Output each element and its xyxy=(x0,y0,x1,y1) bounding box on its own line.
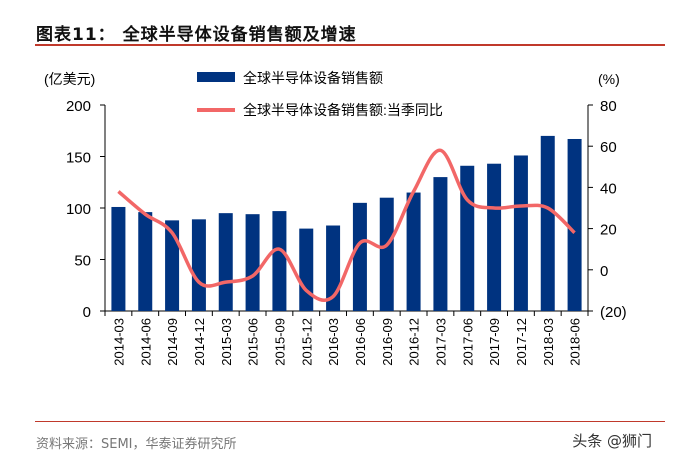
right-tick-label: 40 xyxy=(600,180,617,197)
right-tick-label: 0 xyxy=(600,263,608,280)
x-tick-label: 2017-09 xyxy=(487,318,502,366)
right-tick-label: 60 xyxy=(600,139,617,156)
bar xyxy=(111,206,126,311)
x-tick-label: 2017-12 xyxy=(514,318,529,366)
bar xyxy=(245,214,260,311)
bar xyxy=(191,219,206,311)
right-tick-label: (20) xyxy=(600,304,627,321)
bar xyxy=(460,165,475,311)
x-tick-label: 2016-09 xyxy=(380,318,395,366)
bar xyxy=(379,197,394,311)
x-tick-label: 2016-03 xyxy=(326,318,341,366)
bar xyxy=(433,177,448,311)
bar xyxy=(406,192,421,311)
x-tick-label: 2015-03 xyxy=(219,318,234,366)
left-tick-label: 100 xyxy=(66,201,91,218)
growth-line xyxy=(117,148,576,302)
right-axis-label: (%) xyxy=(598,71,620,87)
x-tick-label: 2015-06 xyxy=(246,318,261,366)
x-tick-label: 2016-12 xyxy=(407,318,422,366)
left-tick-label: 200 xyxy=(66,98,91,115)
bar xyxy=(138,212,153,311)
source-note: 资料来源：SEMI，华泰证券研究所 xyxy=(36,437,237,452)
x-tick-label: 2015-12 xyxy=(299,318,314,366)
figure-title: 图表11： 全球半导体设备销售额及增速 xyxy=(36,25,357,45)
bar xyxy=(352,202,367,311)
bar xyxy=(540,135,555,311)
bar xyxy=(165,220,180,311)
bar xyxy=(272,211,287,311)
x-tick-label: 2018-03 xyxy=(541,318,556,366)
x-tick-label: 2014-06 xyxy=(138,318,153,366)
watermark: 头条 @狮门 xyxy=(572,432,652,450)
x-tick-label: 2015-09 xyxy=(272,318,287,366)
left-axis-label: (亿美元) xyxy=(44,71,95,87)
legend-line-label: 全球半导体设备销售额:当季同比 xyxy=(243,102,443,118)
left-tick-label: 0 xyxy=(83,304,91,321)
bar xyxy=(299,228,314,311)
x-tick-label: 2017-03 xyxy=(433,318,448,366)
title-rule xyxy=(35,44,665,46)
left-tick-label: 150 xyxy=(66,150,91,167)
legend-bar-label: 全球半导体设备销售额 xyxy=(243,70,383,86)
x-tick-label: 2014-12 xyxy=(192,318,207,366)
bar xyxy=(513,155,528,311)
chart: 0 50 100 150 200 (20) 0 20 40 60 80 (亿美元) (%) 2014-03… xyxy=(44,70,627,366)
left-tick-label: 50 xyxy=(74,253,91,270)
footer-rule xyxy=(35,421,665,422)
x-tick-label: 2017-06 xyxy=(460,318,475,366)
legend-bar-swatch xyxy=(197,72,235,82)
bar xyxy=(487,163,502,311)
bar xyxy=(567,138,582,311)
x-tick-label: 2014-09 xyxy=(165,318,180,366)
x-tick-label: 2014-03 xyxy=(111,318,126,366)
bar xyxy=(218,213,233,311)
x-tick-label: 2018-06 xyxy=(568,318,583,366)
x-tick-label: 2016-06 xyxy=(353,318,368,366)
right-tick-label: 20 xyxy=(600,222,617,239)
right-tick-label: 80 xyxy=(600,98,617,115)
